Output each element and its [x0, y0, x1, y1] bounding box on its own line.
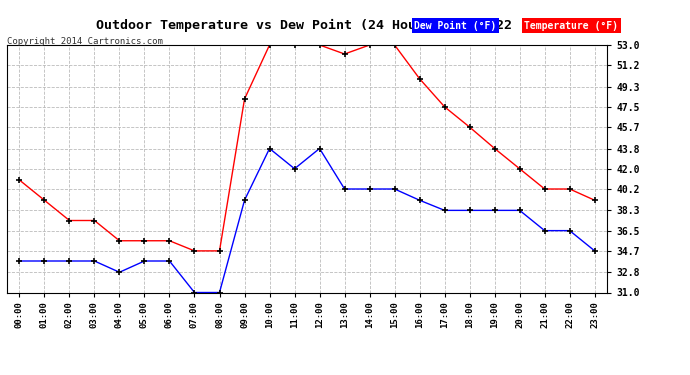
Text: Dew Point (°F): Dew Point (°F)	[414, 21, 496, 31]
Text: Temperature (°F): Temperature (°F)	[524, 21, 618, 31]
Text: Outdoor Temperature vs Dew Point (24 Hours) 20141022: Outdoor Temperature vs Dew Point (24 Hou…	[96, 19, 511, 32]
Text: Copyright 2014 Cartronics.com: Copyright 2014 Cartronics.com	[7, 38, 163, 46]
